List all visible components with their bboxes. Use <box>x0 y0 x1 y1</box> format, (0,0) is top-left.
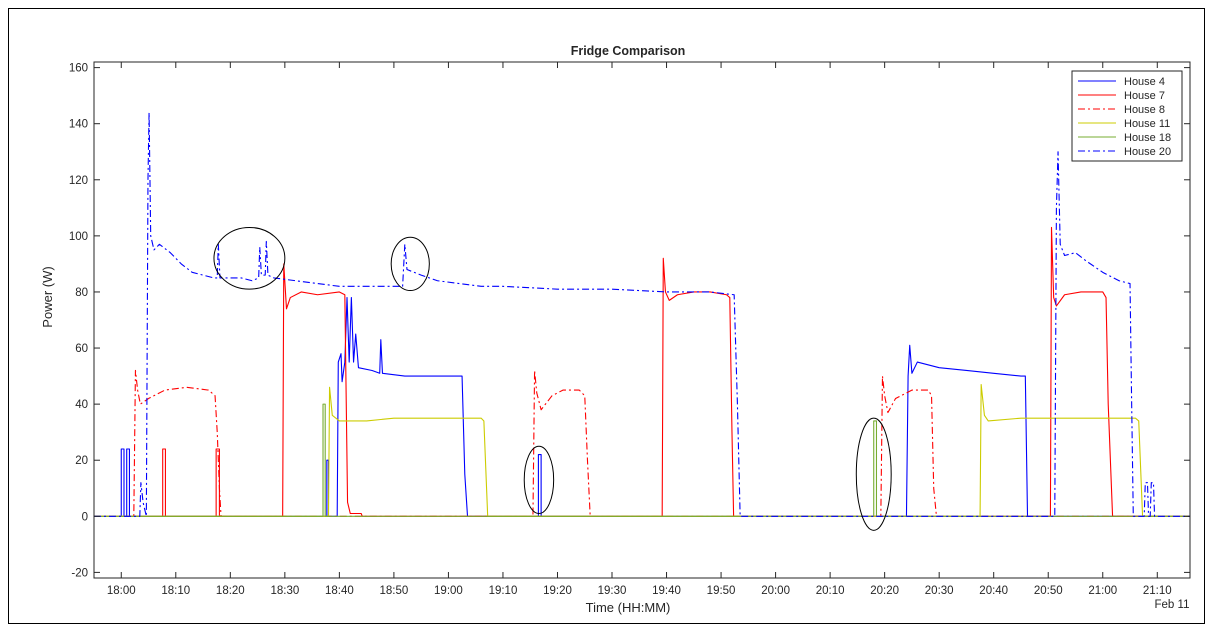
x-tick-label: 18:40 <box>325 585 354 597</box>
x-tick-label: 21:10 <box>1143 585 1172 597</box>
annotation-ellipse-1 <box>213 226 286 290</box>
y-tick-label: 140 <box>69 119 88 131</box>
legend-label: House 20 <box>1124 146 1171 158</box>
chart-title: Fridge Comparison <box>571 44 686 58</box>
x-tick-label: 20:00 <box>761 585 790 597</box>
x-tick-label: 18:30 <box>270 585 299 597</box>
x-tick-label: 19:10 <box>489 585 518 597</box>
x-tick-label: 20:20 <box>870 585 899 597</box>
legend-label: House 18 <box>1124 132 1171 144</box>
annotation-ellipse-4 <box>855 417 892 531</box>
x-tick-label: 19:50 <box>707 585 736 597</box>
x-tick-label: 19:00 <box>434 585 463 597</box>
date-label: Feb 11 <box>1155 599 1190 611</box>
annotation-ellipse-3 <box>523 445 555 515</box>
x-axis-label: Time (HH:MM) <box>586 600 671 615</box>
series-line-house-18 <box>94 403 1190 517</box>
y-tick-label: 60 <box>75 343 88 355</box>
y-tick-label: 120 <box>69 175 88 187</box>
y-axis-label: Power (W) <box>40 266 55 327</box>
x-tick-label: 19:40 <box>652 585 681 597</box>
legend-box <box>1071 70 1183 162</box>
legend-label: House 11 <box>1124 118 1170 130</box>
x-tick-label: 20:10 <box>816 585 845 597</box>
y-tick-label: 20 <box>75 455 88 467</box>
x-tick-label: 20:30 <box>925 585 954 597</box>
x-tick-label: 19:30 <box>598 585 627 597</box>
x-tick-label: 18:20 <box>216 585 245 597</box>
y-tick-label: 80 <box>75 287 88 299</box>
legend-label: House 7 <box>1124 90 1165 102</box>
y-tick-label: 100 <box>69 231 88 243</box>
y-tick-label: 0 <box>82 511 88 523</box>
x-tick-label: 18:00 <box>107 585 136 597</box>
series-line-house-11 <box>94 383 1190 517</box>
x-tick-label: 20:40 <box>979 585 1008 597</box>
axes-box <box>93 61 1191 579</box>
legend-label: House 4 <box>1124 76 1165 88</box>
y-tick-label: -20 <box>71 567 88 579</box>
x-tick-label: 20:50 <box>1034 585 1063 597</box>
x-tick-label: 18:10 <box>161 585 190 597</box>
legend-label: House 8 <box>1124 104 1165 116</box>
x-tick-label: 21:00 <box>1088 585 1117 597</box>
x-tick-label: 19:20 <box>543 585 572 597</box>
series-group <box>94 111 1190 517</box>
y-tick-label: 160 <box>69 63 88 75</box>
annotation-ellipse-2 <box>390 236 430 292</box>
y-tick-label: 40 <box>75 399 88 411</box>
plot-area <box>94 62 1190 578</box>
x-tick-label: 18:50 <box>380 585 409 597</box>
series-line-house-8 <box>94 369 1190 517</box>
legend: House 4 House 7 House 8 House 11 House 18 Hou… <box>1071 70 1183 162</box>
